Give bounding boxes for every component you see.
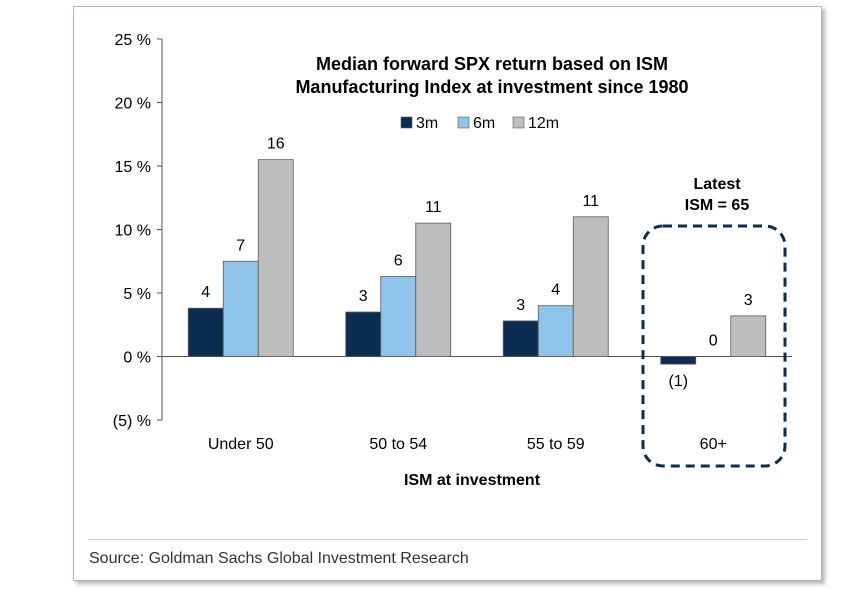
bar-value-label: 0 — [709, 333, 718, 350]
y-tick-label: 25 % — [115, 32, 151, 49]
bar-value-label: 11 — [425, 199, 442, 216]
bar-value-label: 6 — [394, 252, 403, 269]
bar-12m — [730, 315, 767, 357]
bar-6m — [380, 276, 417, 357]
latest-annotation-line2: ISM = 65 — [685, 197, 750, 214]
bar-12m — [572, 216, 609, 357]
chart-legend: 3m 6m 12m — [400, 115, 559, 132]
bar-12m — [415, 222, 452, 357]
bar-value-label: 4 — [201, 284, 210, 301]
legend-swatch-3m — [400, 116, 413, 129]
bar-3m — [660, 356, 697, 365]
latest-highlight-box — [641, 224, 787, 468]
chart-bars — [187, 159, 767, 365]
bar-6m — [222, 260, 259, 357]
bar-value-label: (1) — [668, 373, 688, 390]
x-category-label: 55 to 59 — [527, 436, 585, 453]
bar-3m — [502, 320, 539, 357]
chart-axes: 25 % 20 % 15 % 10 % 5 % 0 % (5) % — [113, 32, 792, 430]
bar-value-label: 3 — [359, 288, 368, 305]
y-tick-label: 0 % — [123, 350, 151, 367]
chart-title-line2: Manufacturing Index at investment since … — [295, 77, 688, 97]
legend-label-12m: 12m — [528, 115, 559, 132]
bar-value-label: 7 — [236, 237, 245, 254]
bar-3m — [187, 307, 224, 357]
bar-chart: 25 % 20 % 15 % 10 % 5 % 0 % (5) % 4 7 16 Under 50… — [113, 32, 792, 489]
bar-value-label: 11 — [582, 193, 599, 210]
bar-value-label: 3 — [744, 292, 753, 309]
source-divider — [88, 539, 807, 540]
x-category-label: 60+ — [700, 436, 727, 453]
x-axis-title: ISM at investment — [404, 472, 541, 489]
bar-6m — [537, 305, 574, 357]
legend-swatch-12m — [512, 116, 525, 129]
bar-3m — [345, 311, 382, 357]
legend-label-3m: 3m — [416, 115, 438, 132]
legend-swatch-6m — [457, 116, 470, 129]
bar-value-label: 16 — [267, 136, 285, 153]
bar-value-label: 3 — [516, 297, 525, 314]
y-tick-label: 5 % — [123, 286, 151, 303]
latest-annotation-line1: Latest — [693, 176, 741, 193]
chart-frame: 25 % 20 % 15 % 10 % 5 % 0 % (5) % 4 7 16 Under 50… — [73, 6, 822, 581]
y-tick-label: 10 % — [115, 223, 151, 240]
bar-value-label: 4 — [551, 282, 560, 299]
chart-title-line1: Median forward SPX return based on ISM — [316, 54, 668, 74]
y-tick-label: (5) % — [113, 413, 151, 430]
y-tick-label: 15 % — [115, 159, 151, 176]
x-category-label: Under 50 — [208, 436, 274, 453]
y-tick-label: 20 % — [115, 96, 151, 113]
x-category-label: 50 to 54 — [369, 436, 427, 453]
bar-12m — [257, 159, 294, 357]
chart-labels: 4 7 16 Under 50 3 6 11 50 to 54 3 4 11 55 to 59 (1) 0… — [201, 136, 753, 453]
legend-label-6m: 6m — [473, 115, 495, 132]
source-note: Source: Goldman Sachs Global Investment … — [89, 550, 469, 567]
